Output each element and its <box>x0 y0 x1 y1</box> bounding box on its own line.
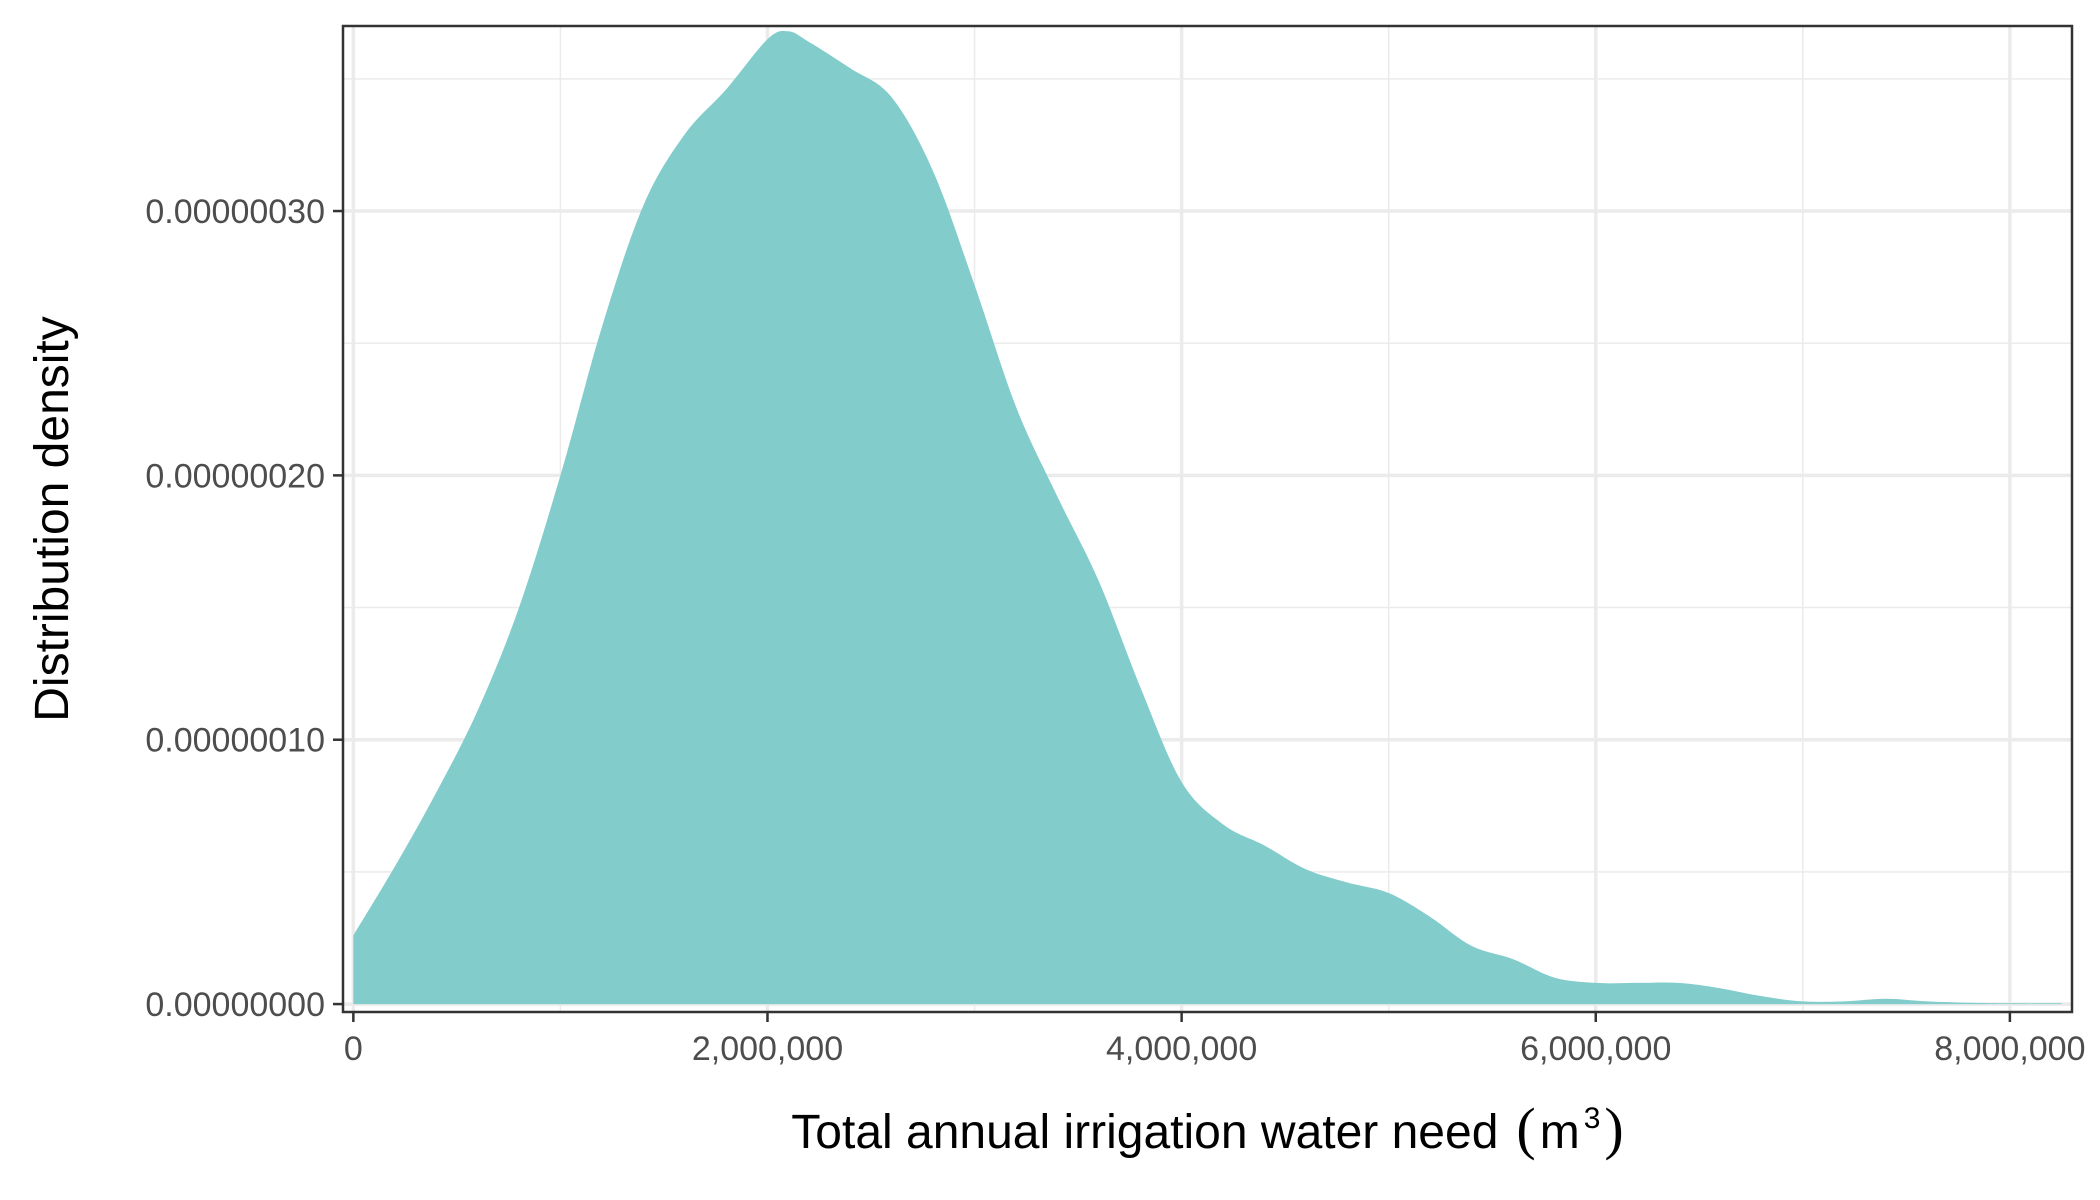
x-tick-label: 4,000,000 <box>1106 1030 1257 1068</box>
x-tick-label: 0 <box>344 1030 363 1068</box>
x-tick-label: 8,000,000 <box>1934 1030 2085 1068</box>
x-tick-label: 6,000,000 <box>1520 1030 1671 1068</box>
density-area-layer <box>353 30 2062 1005</box>
x-axis-title-close-paren: ) <box>1604 1096 1623 1161</box>
x-axis-title-exponent: 3 <box>1584 1102 1601 1135</box>
panel-border <box>341 24 2074 1014</box>
x-axis-title-open-paren: ( <box>1516 1096 1535 1161</box>
x-tick-label: 2,000,000 <box>692 1030 843 1068</box>
y-axis-title: Distribution density <box>26 316 79 722</box>
y-tick-label: 0.00000000 <box>145 986 325 1024</box>
x-axis: 0 2,000,000 4,000,000 6,000,000 8,000,000 <box>344 1012 2086 1068</box>
x-axis-title-text: Total annual irrigation water need <box>791 1106 1498 1159</box>
density-area <box>353 30 2062 1005</box>
y-tick-label: 0.00000030 <box>145 193 325 231</box>
y-tick-label: 0.00000020 <box>145 457 325 495</box>
y-tick-label: 0.00000010 <box>145 722 325 760</box>
x-axis-title-unit: m <box>1540 1106 1580 1159</box>
y-axis: 0.00000000 0.00000010 0.00000020 0.00000030 <box>145 193 343 1024</box>
x-axis-title: Total annual irrigation water need ( m 3… <box>791 1096 1623 1161</box>
